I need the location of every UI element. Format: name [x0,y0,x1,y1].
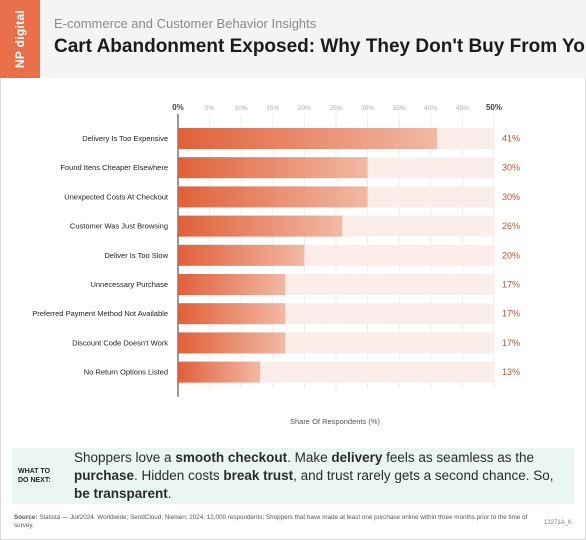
x-tick-label: 40% [424,105,437,112]
tick-labels: 0% 5% 10% 15% 20% 25% 30% 35% 40% 45% 50% [172,103,502,112]
value-label: 30% [502,163,520,173]
x-tick-label: 30% [361,105,374,112]
x-tick-label: 10% [235,105,248,112]
chart-title: Cart Abandonment Exposed: Why They Don't… [54,36,586,57]
chart-subtitle: E-commerce and Customer Behavior Insight… [54,16,317,31]
bar [178,303,286,325]
x-tick-label: 45% [456,105,469,112]
x-tick-label: 50% [486,103,502,112]
callout-label-line-2: DO NEXT: [18,477,51,484]
callout-segment: break trust [223,468,294,483]
callout-segment: delivery [331,450,383,465]
logo-text: NP digital [13,9,27,69]
header: NP digital E-commerce and Customer Behav… [0,0,586,78]
callout-segment: . [167,486,172,501]
value-label: 13% [502,367,520,377]
what-to-do-next-callout: WHAT TO DO NEXT: Shoppers love a smooth … [12,448,574,504]
x-tick-label: 25% [329,105,342,112]
callout-segment: Shoppers love a [74,450,176,465]
value-label: 41% [502,134,520,144]
bar-chart: 0% 5% 10% 15% 20% 25% 30% 35% 40% 45% 50% Delivery… [32,103,520,426]
callout-segment: purchase [74,468,135,483]
callout-label: WHAT TO DO NEXT: [18,467,60,485]
value-label: 20% [502,250,520,260]
np-digital-logo: NP digital [0,0,40,78]
bar [178,332,286,354]
bar [178,157,368,179]
x-tick-label: 0% [172,103,184,112]
bar [178,215,343,237]
callout-segment: be transparent [74,486,168,501]
callout-label-line-1: WHAT TO [18,468,51,475]
source-note: Source: Statista — Jul/2024. Worldwide; … [14,514,534,530]
bar [178,128,438,149]
x-tick-label: 5% [205,105,215,112]
callout-segment: . Make [287,450,332,465]
callout-segment: feels as seamless as the [382,450,534,465]
category-label: Deliver Is Too Slow [104,251,168,260]
value-label: 17% [502,280,520,290]
category-label: Preferred Payment Method Not Available [32,309,168,318]
value-label: 17% [502,309,520,319]
category-label: Delivery Is Too Expensive [82,134,168,143]
category-label: Unexpected Costs At Checkout [64,192,169,201]
source-label: Source: [14,514,38,521]
x-axis-label: Share Of Respondents (%) [290,417,381,426]
value-label: 17% [502,338,520,348]
x-tick-label: 15% [266,105,279,112]
bar [178,186,368,208]
callout-segment: , and trust rarely gets a second chance.… [293,468,554,483]
category-label: Found Itens Cheaper Elsewhere [60,163,168,172]
category-label: Unnecessary Purchase [90,280,168,289]
callout-segment: . Hidden costs [134,468,224,483]
bar [178,361,261,383]
x-tick-label: 35% [393,105,406,112]
bar [178,244,305,266]
source-text: Statista — Jul/2024. Worldwide; SendClou… [14,514,528,529]
category-label: Discount Code Doesn't Work [72,338,168,347]
category-label: Customer Was Just Browsing [70,222,168,231]
category-label: No Return Options Listed [84,368,168,377]
x-tick-label: 20% [298,105,311,112]
callout-text: Shoppers love a smooth checkout. Make de… [74,449,564,503]
value-label: 26% [502,221,520,231]
bars: Delivery Is Too Expensive 41% Found Itens … [32,128,520,383]
bar [178,274,286,295]
chart-id: 12271A_K [543,520,572,526]
value-label: 30% [502,192,520,202]
callout-segment: smooth checkout [175,450,288,465]
